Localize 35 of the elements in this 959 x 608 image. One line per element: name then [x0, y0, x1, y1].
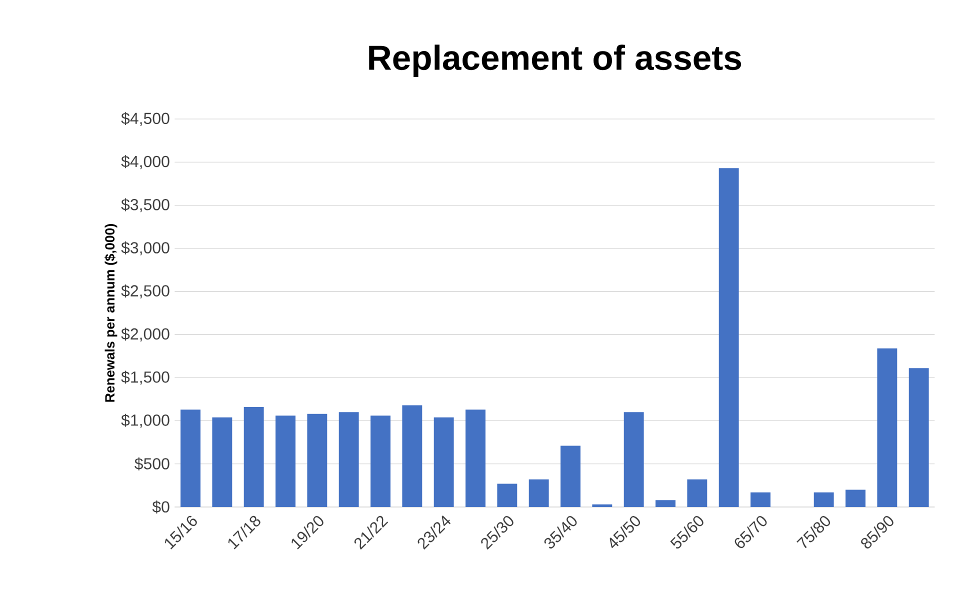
bar	[718, 168, 739, 507]
y-tick-label: $3,000	[121, 241, 170, 256]
bar	[908, 368, 929, 507]
bar	[402, 405, 422, 507]
bar	[338, 412, 359, 507]
y-tick-label: $2,000	[121, 328, 170, 342]
chart-title: Replacement of assets	[369, 44, 742, 77]
bar	[466, 410, 486, 507]
y-axis-title: Renewals per annum ($,000)	[104, 224, 118, 402]
bar	[370, 416, 390, 507]
y-tick-label: $0	[152, 500, 170, 514]
bar	[687, 479, 708, 507]
bar	[497, 484, 518, 507]
bar	[434, 417, 454, 507]
bar	[750, 492, 770, 507]
y-tick-label: $1,000	[121, 414, 170, 428]
y-tick-label: $500	[134, 457, 170, 470]
y-tick-label: $4,500	[121, 112, 170, 126]
bar	[244, 406, 264, 507]
y-tick-label: $1,500	[121, 370, 170, 385]
bar	[814, 492, 834, 507]
bar	[180, 410, 200, 507]
bar	[212, 417, 232, 507]
bar	[877, 348, 898, 507]
bar	[624, 412, 644, 507]
y-tick-label: $4,000	[121, 155, 170, 170]
bar	[560, 446, 580, 507]
bar	[846, 490, 866, 507]
y-tick-label: $2,500	[121, 284, 170, 298]
bar	[528, 479, 549, 507]
bar	[307, 414, 328, 507]
bar	[656, 500, 676, 507]
bar	[276, 416, 296, 507]
y-tick-label: $3,500	[121, 198, 170, 212]
bar	[592, 504, 612, 507]
